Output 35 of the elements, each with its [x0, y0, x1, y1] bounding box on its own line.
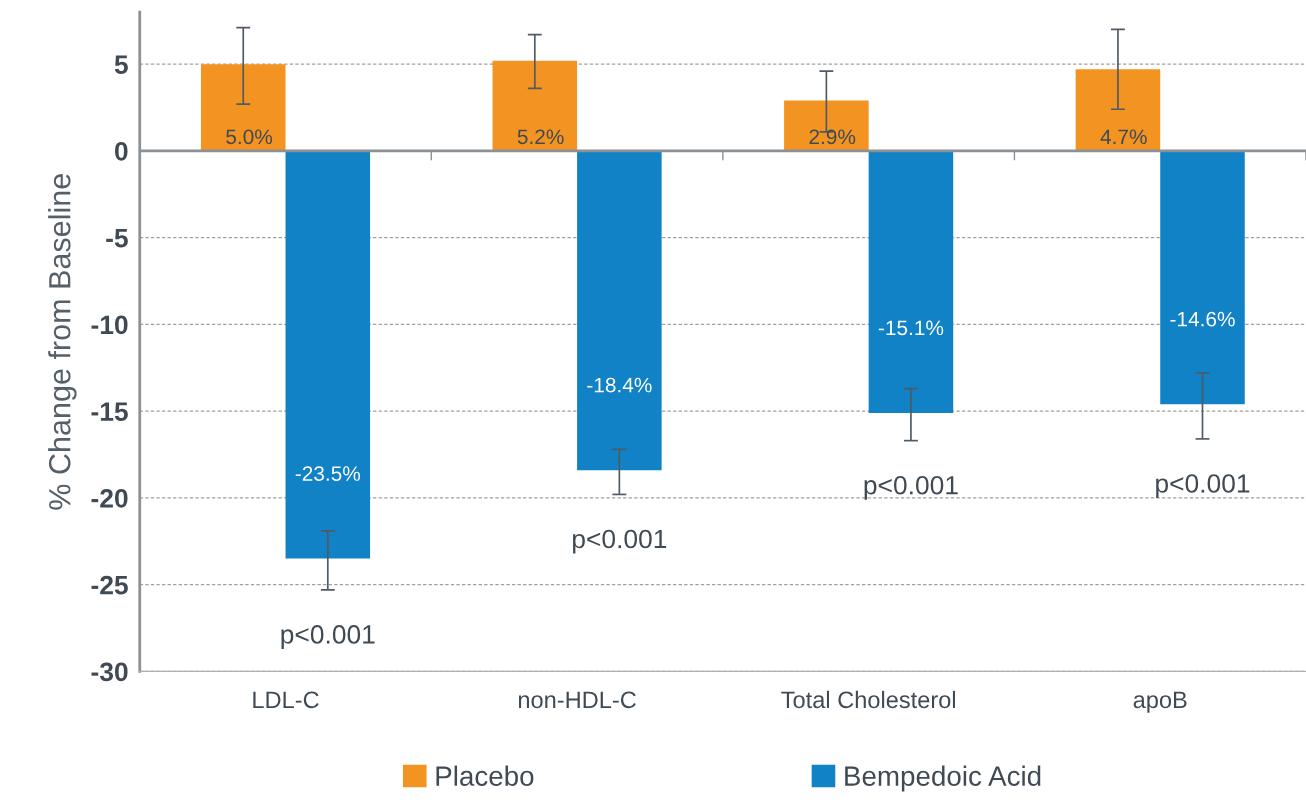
y-tick-label: -30 — [91, 662, 128, 682]
data-label: -15.1% — [878, 320, 944, 336]
data-label: -23.5% — [295, 466, 361, 481]
y-tick-label: 5 — [114, 55, 128, 74]
annotation: p<0.001 — [281, 625, 375, 649]
y-tick-label: -10 — [91, 315, 128, 335]
annotation: p<0.001 — [864, 475, 958, 500]
y-tick-label: 0 — [115, 142, 128, 161]
annotation: p<0.001 — [1156, 474, 1250, 499]
legend-label: Placebo — [436, 765, 534, 786]
bar — [285, 150, 371, 559]
y-tick-label: -20 — [91, 489, 128, 508]
data-label: 5.0% — [226, 129, 273, 145]
x-tick-label: apoB — [1133, 691, 1187, 713]
data-label: -14.6% — [1170, 311, 1235, 327]
bar — [868, 150, 954, 413]
bar — [1160, 150, 1245, 405]
data-label: 2.9% — [809, 129, 856, 145]
y-tick-label: -5 — [106, 229, 128, 248]
y-tick-label: -15 — [91, 402, 128, 421]
bar — [492, 60, 578, 151]
y-tick-label: -25 — [91, 575, 128, 595]
bar — [200, 64, 286, 151]
bar — [577, 150, 662, 471]
bar — [1075, 69, 1161, 151]
bar — [784, 100, 869, 151]
x-tick-label: non-HDL-C — [518, 691, 636, 709]
data-label: -18.4% — [587, 377, 652, 393]
data-label: 4.7% — [1100, 129, 1147, 145]
y-axis-title: % Change from Baseline — [48, 174, 77, 510]
x-tick-label: Total Cholesterol — [781, 690, 956, 709]
annotation: p<0.001 — [573, 529, 667, 554]
x-tick-label: LDL-C — [253, 691, 319, 709]
data-label: 5.2% — [517, 129, 564, 145]
legend-label: Bempedoic Acid — [845, 765, 1041, 792]
